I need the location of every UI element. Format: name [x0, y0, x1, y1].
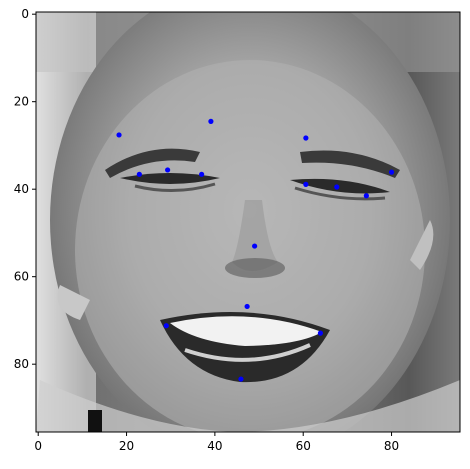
landmark-point: [363, 193, 369, 199]
landmark-point: [317, 330, 324, 336]
x-tick-label: 60: [296, 439, 311, 453]
landmark-point: [244, 303, 250, 310]
x-tick-label: 80: [384, 439, 399, 453]
axis-ticks: 0 20 40 60 80 0 20 40 60 80: [14, 7, 399, 453]
x-tick-label: 0: [34, 439, 42, 453]
y-tick-label: 80: [14, 357, 29, 371]
landmark-point: [165, 167, 171, 173]
y-tick-label: 60: [14, 270, 29, 284]
landmark-point: [388, 169, 395, 175]
y-tick-label: 20: [14, 95, 29, 109]
y-tick-label: 40: [14, 182, 29, 196]
landmark-points: [116, 118, 395, 382]
plot-frame: [35, 11, 461, 433]
landmark-point: [303, 181, 309, 187]
landmark-point: [136, 171, 142, 177]
landmark-point: [208, 118, 214, 124]
x-tick-label: 20: [119, 439, 134, 453]
landmark-point: [334, 184, 340, 190]
landmark-point: [238, 376, 244, 382]
face-photo-image: [36, 12, 460, 432]
landmark-point: [252, 243, 258, 249]
landmark-point: [303, 135, 309, 141]
landmark-point: [163, 323, 169, 329]
landmark-point: [199, 171, 205, 177]
x-tick-label: 40: [207, 439, 222, 453]
landmark-point: [116, 132, 122, 138]
y-tick-label: 0: [21, 7, 29, 21]
